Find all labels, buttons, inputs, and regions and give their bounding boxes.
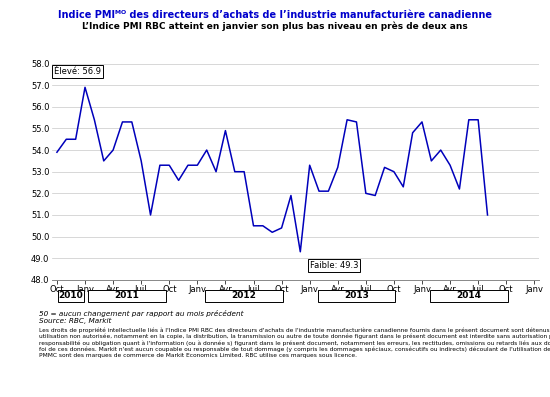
Text: 2013: 2013 (344, 291, 369, 300)
Text: Source: RBC, Markit: Source: RBC, Markit (39, 318, 111, 324)
Text: 2012: 2012 (232, 291, 257, 300)
Text: 2014: 2014 (456, 291, 481, 300)
Text: 2010: 2010 (59, 291, 84, 300)
Text: 2011: 2011 (115, 291, 140, 300)
Text: L’Indice PMI RBC atteint en janvier son plus bas niveau en près de deux ans: L’Indice PMI RBC atteint en janvier son … (82, 22, 468, 31)
Text: 50 = aucun changement par rapport au mois précédent: 50 = aucun changement par rapport au moi… (39, 310, 243, 318)
Text: Indice PMIᴹᴼ des directeurs d’achats de l’industrie manufacturière canadienne: Indice PMIᴹᴼ des directeurs d’achats de … (58, 10, 492, 20)
Text: Les droits de propriété intellectuelle liés à l'Indice PMI RBC des directeurs d': Les droits de propriété intellectuelle l… (39, 328, 550, 358)
Text: Faible: 49.3: Faible: 49.3 (310, 261, 358, 270)
Text: Élevé: 56.9: Élevé: 56.9 (54, 67, 101, 76)
